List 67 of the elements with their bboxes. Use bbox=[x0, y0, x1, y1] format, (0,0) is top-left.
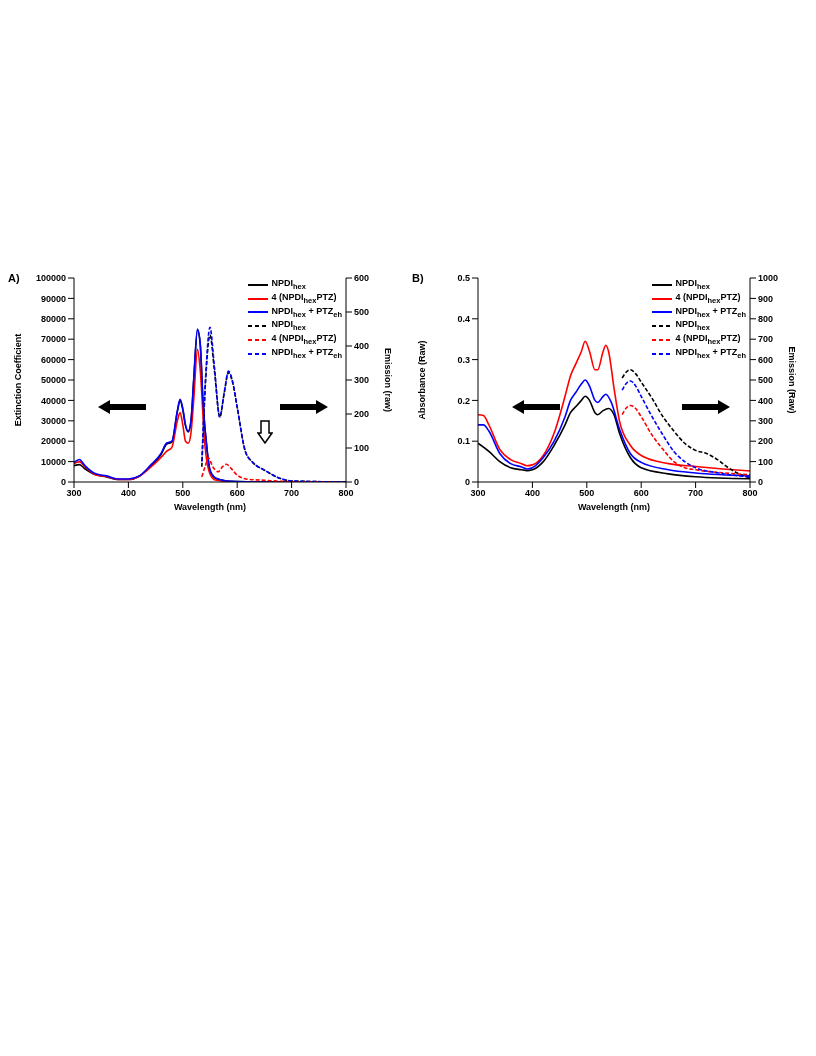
legend-label: NPDI$_{hex}$ bbox=[675, 278, 710, 292]
y-axis-title: Extinction Coefficient bbox=[13, 333, 24, 427]
y-tick-label: 70000 bbox=[40, 334, 66, 345]
legend-label: 4 (NPDI$_{hex}$PTZ) bbox=[271, 291, 337, 306]
y-tick-label: 0.5 bbox=[457, 273, 470, 284]
y-tick-label: 0.2 bbox=[457, 395, 470, 406]
x-tick-label: 600 bbox=[229, 488, 245, 499]
legend-label: NPDI$_{hex}$ bbox=[271, 278, 306, 292]
y-tick-label: 50000 bbox=[40, 375, 66, 386]
x-tick-label: 700 bbox=[688, 488, 704, 499]
legend-label: NPDI$_{hex}$ + PTZ$_{eh}$ bbox=[271, 346, 342, 361]
legend-label: NPDI$_{hex}$ + PTZ$_{eh}$ bbox=[675, 346, 746, 361]
y-tick-label: 10000 bbox=[40, 456, 66, 467]
y-tick-label: 90000 bbox=[40, 293, 66, 304]
y2-tick-label: 1000 bbox=[758, 273, 779, 284]
y-tick-label: 30000 bbox=[40, 415, 66, 426]
y2-tick-label: 700 bbox=[758, 334, 774, 345]
x-tick-label: 800 bbox=[742, 488, 758, 499]
x-axis-title: Wavelength (nm) bbox=[173, 502, 247, 512]
x-tick-label: 600 bbox=[633, 488, 649, 499]
legend-label: NPDI$_{hex}$ + PTZ$_{eh}$ bbox=[675, 305, 746, 320]
y2-tick-label: 300 bbox=[354, 375, 370, 386]
x-tick-label: 700 bbox=[284, 488, 300, 499]
legend-label: NPDI$_{hex}$ + PTZ$_{eh}$ bbox=[271, 305, 342, 320]
y2-tick-label: 500 bbox=[758, 375, 774, 386]
y2-tick-label: 800 bbox=[758, 313, 774, 324]
y2-axis-title: Emission (raw) bbox=[382, 347, 393, 413]
y2-tick-label: 400 bbox=[354, 341, 370, 352]
y-tick-label: 0.4 bbox=[457, 313, 470, 324]
text: A) bbox=[8, 272, 20, 284]
y-axis-title: Absorbance (Raw) bbox=[417, 340, 428, 420]
y2-axis-title: Emission (Raw) bbox=[786, 346, 797, 414]
y2-tick-label: 0 bbox=[758, 477, 764, 488]
y2-tick-label: 900 bbox=[758, 293, 774, 304]
x-tick-label: 300 bbox=[470, 488, 486, 499]
legend-label: 4 (NPDI$_{hex}$PTZ) bbox=[675, 291, 741, 306]
legend-label: NPDI$_{hex}$ bbox=[675, 319, 710, 334]
x-tick-label: 400 bbox=[120, 488, 136, 499]
y2-tick-label: 0 bbox=[354, 477, 360, 488]
text: B) bbox=[412, 272, 424, 284]
x-tick-label: 800 bbox=[338, 488, 354, 499]
legend-label: NPDI$_{hex}$ bbox=[271, 319, 306, 334]
y-tick-label: 40000 bbox=[40, 395, 66, 406]
x-tick-label: 500 bbox=[175, 488, 191, 499]
y-tick-label: 0 bbox=[60, 477, 66, 488]
y2-tick-label: 600 bbox=[354, 273, 370, 284]
y2-tick-label: 300 bbox=[758, 415, 774, 426]
y2-tick-label: 200 bbox=[354, 409, 370, 420]
x-tick-label: 400 bbox=[524, 488, 540, 499]
legend-label: 4 (NPDI$_{hex}$PTZ) bbox=[271, 333, 337, 347]
y2-tick-label: 100 bbox=[758, 456, 774, 467]
legend-label: 4 (NPDI$_{hex}$PTZ) bbox=[675, 333, 741, 347]
y-tick-label: 0.3 bbox=[457, 354, 470, 365]
x-tick-label: 300 bbox=[66, 488, 82, 499]
y2-tick-label: 600 bbox=[758, 354, 774, 365]
y2-tick-label: 100 bbox=[354, 443, 370, 454]
y2-tick-label: 200 bbox=[758, 436, 774, 447]
y-tick-label: 80000 bbox=[40, 313, 66, 324]
x-axis-title: Wavelength (nm) bbox=[577, 502, 651, 512]
x-tick-label: 500 bbox=[579, 488, 595, 499]
y-tick-label: 20000 bbox=[40, 436, 66, 447]
y-tick-label: 60000 bbox=[40, 354, 66, 365]
y2-tick-label: 500 bbox=[354, 307, 370, 318]
y-tick-label: 100000 bbox=[35, 273, 66, 284]
y-tick-label: 0 bbox=[464, 477, 470, 488]
y-tick-label: 0.1 bbox=[457, 436, 470, 447]
y2-tick-label: 400 bbox=[758, 395, 774, 406]
